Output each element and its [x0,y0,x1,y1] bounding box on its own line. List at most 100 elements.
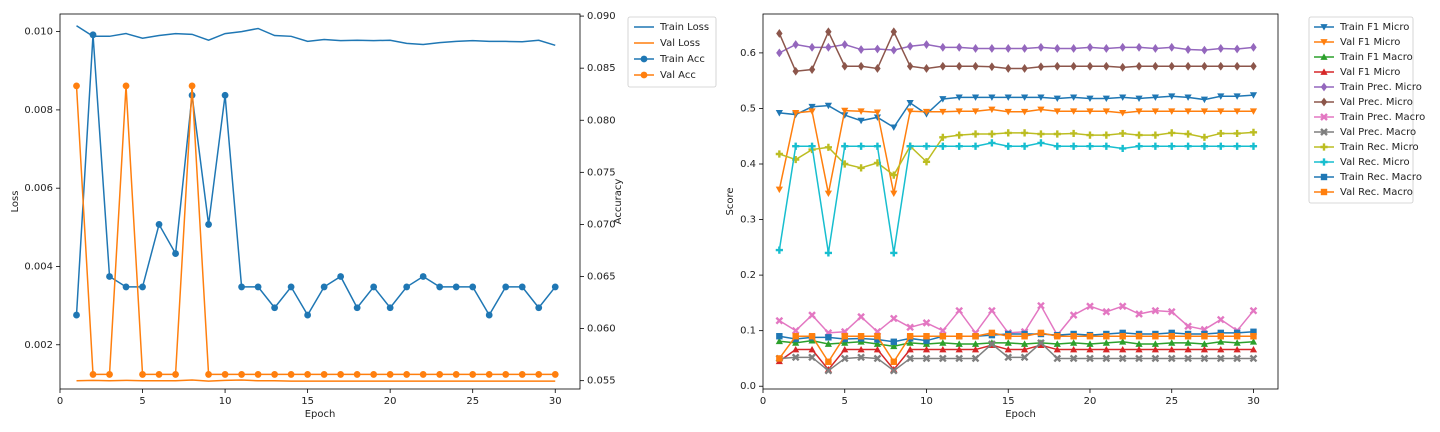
data-point [1102,339,1110,346]
data-point [1151,354,1160,363]
legend-marker [640,55,648,63]
data-point [535,371,543,378]
data-point [1020,94,1029,101]
data-point [1151,131,1159,139]
data-point [155,371,163,378]
data-point [1151,94,1159,101]
data-point [972,333,979,340]
data-point [1119,42,1126,52]
data-point [1135,310,1143,318]
data-point [873,340,882,347]
data-point [1070,61,1077,71]
data-point [1201,333,1208,340]
data-point [988,106,996,114]
data-point [1118,302,1127,311]
data-point [1217,108,1225,115]
data-point [1167,307,1176,316]
data-point [776,48,783,58]
data-point [1037,42,1045,52]
data-point [1217,142,1225,150]
data-point [1005,333,1012,340]
data-point [906,333,914,340]
data-point [1233,61,1241,71]
data-point [922,142,931,150]
data-point [1070,339,1078,346]
data-point [1216,315,1225,324]
data-point [1102,307,1111,316]
data-point [922,158,931,166]
data-point [1004,142,1012,150]
data-point [808,103,816,111]
data-point [1151,306,1160,315]
data-point [386,304,394,312]
data-point [808,142,816,150]
data-point [874,64,881,73]
legend-label: Train Acc [659,54,705,65]
data-point [808,345,816,353]
data-point [502,283,510,291]
data-point [938,326,947,335]
data-point [1135,108,1143,115]
data-point [1184,142,1192,150]
x-tick-label: 15 [301,396,314,407]
data-point [122,283,130,291]
data-point [824,249,832,257]
series-line [779,94,1254,129]
data-point [1086,95,1094,103]
data-point [857,117,865,125]
data-point [906,100,914,107]
legend-marker [640,71,648,79]
data-point [825,358,832,365]
data-point [1216,354,1225,363]
data-point [1119,329,1126,337]
data-point [1217,329,1224,337]
data-point [988,329,996,337]
data-point [1249,306,1258,315]
data-point [775,337,783,345]
data-point [988,94,996,101]
legend-marker [1320,82,1328,92]
data-point [1054,61,1061,71]
data-point [906,339,914,346]
data-point [1086,333,1094,340]
data-point [1086,345,1094,353]
data-point [792,339,800,346]
data-point [1037,339,1045,347]
data-point [452,371,460,378]
data-point [1037,130,1045,138]
data-point [1069,311,1078,319]
data-point [906,61,914,71]
data-point [1004,353,1013,362]
data-point [1151,340,1159,347]
data-point [840,354,849,363]
data-point [1249,338,1258,345]
legend-box [1308,16,1414,204]
data-point [791,326,800,335]
data-point [922,354,931,363]
data-point [188,82,196,90]
data-point [1217,44,1224,53]
data-point [857,45,865,54]
data-point [873,109,882,116]
series-line [779,339,1254,347]
legend-marker [1320,24,1328,31]
data-point [403,283,411,291]
data-point [1020,142,1029,150]
data-point [775,110,783,117]
data-point [857,142,865,150]
data-point [1233,333,1241,340]
legend-label: Train Prec. Micro [1339,82,1422,93]
data-point [271,371,279,378]
data-point [1249,128,1258,136]
data-point [139,283,146,291]
data-point [419,371,427,378]
data-point [172,371,179,378]
data-point [775,316,784,325]
data-point [1135,142,1143,150]
data-point [890,338,897,345]
data-point [1053,95,1061,103]
data-point [337,273,345,280]
legend-label: Val F1 Micro [1340,67,1400,78]
data-point [1054,333,1061,340]
